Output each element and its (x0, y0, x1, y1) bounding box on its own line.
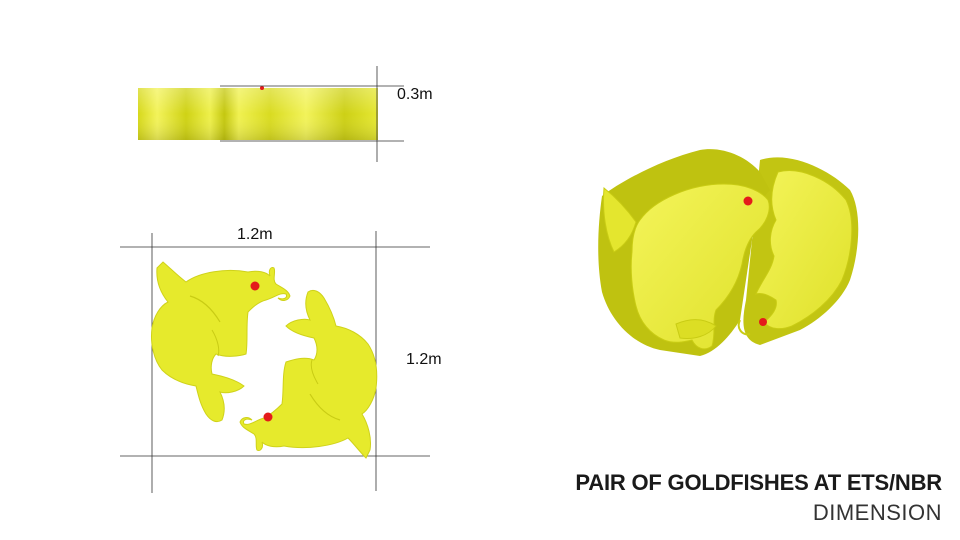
side-elevation-shade (138, 88, 378, 140)
drawing-subtitle: DIMENSION (812, 500, 942, 525)
iso-front-fish-face (630, 183, 770, 350)
fish-upper-eye (250, 281, 260, 291)
iso-whisker (737, 319, 751, 336)
iso-back-fish-eye (759, 318, 767, 326)
plan-fish-lower (239, 289, 378, 459)
side-elevation-view (138, 66, 404, 162)
isometric-view (598, 149, 859, 356)
iso-back-fish-face (755, 170, 853, 330)
fish-lower-body (239, 289, 378, 459)
fish-lower-fin-line (310, 359, 319, 385)
fish-lower-fin (309, 393, 341, 421)
fish-upper-body (151, 261, 291, 423)
height-dimension-label: 0.3m (397, 86, 433, 103)
side-elevation-eye-mark (260, 86, 264, 90)
fish-upper-fin-line (211, 329, 220, 357)
plan-view (120, 231, 430, 493)
drawing-title: PAIR OF GOLDFISHES AT ETS/NBR (575, 470, 942, 495)
fish-lower-eye (263, 412, 273, 422)
width-dimension-label: 1.2m (237, 226, 273, 243)
iso-front-fish-tail (603, 187, 637, 253)
depth-dimension-label: 1.2m (406, 351, 442, 368)
iso-front-fish-eye (743, 196, 753, 206)
plan-fish-upper (151, 261, 291, 423)
fish-upper-fin (189, 295, 221, 323)
iso-front-fish-fin (675, 319, 717, 339)
